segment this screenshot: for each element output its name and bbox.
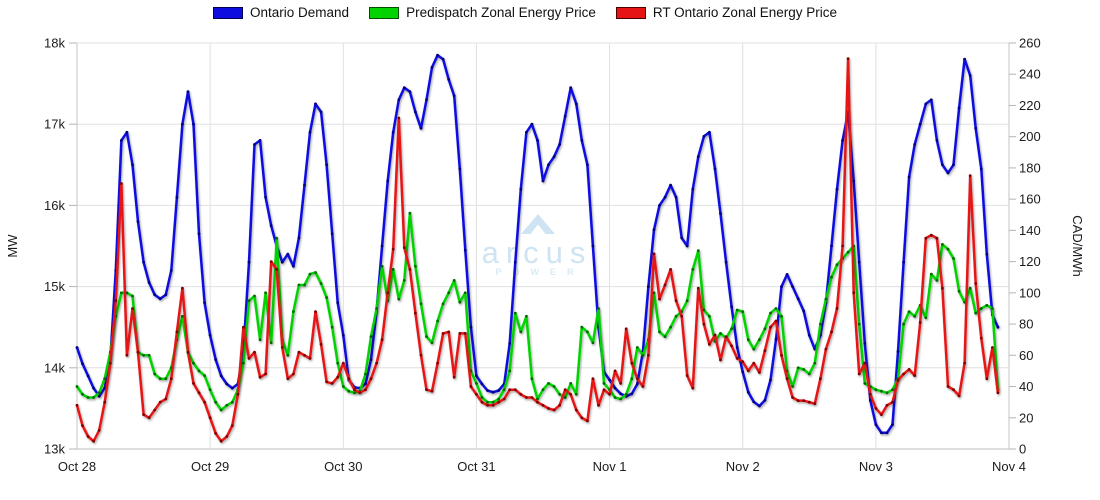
right-axis-title: CAD/MWh	[1070, 215, 1085, 276]
right-axis-tick-label: 80	[1019, 317, 1033, 332]
series-layer	[75, 53, 1000, 443]
watermark: arcus POWER	[482, 214, 593, 277]
grid-layer	[69, 42, 1016, 450]
x-axis-tick-label: Nov 2	[726, 459, 760, 474]
left-axis-title: MW	[5, 234, 20, 258]
legend-swatch-0	[213, 7, 243, 19]
left-axis-tick-label: 17k	[44, 117, 65, 132]
legend-swatch-1	[369, 7, 400, 19]
legend-swatch-2	[615, 7, 646, 19]
x-axis-tick-label: Oct 29	[191, 459, 229, 474]
watermark-sub: POWER	[495, 267, 584, 277]
legend-label: Ontario Demand	[250, 5, 350, 20]
left-axis-tick-label: 13k	[44, 442, 65, 457]
x-axis-tick-label: Nov 3	[859, 459, 893, 474]
x-axis-tick-label: Nov 1	[593, 459, 627, 474]
legend: Ontario Demand Predispatch Zonal Energy …	[213, 6, 837, 20]
left-axis-tick-label: 15k	[44, 279, 65, 294]
right-axis-tick-label: 120	[1019, 254, 1041, 269]
x-axis-tick-label: Nov 4	[992, 459, 1026, 474]
right-axis-tick-label: 260	[1019, 36, 1041, 51]
legend-label: RT Ontario Zonal Energy Price	[652, 5, 837, 20]
x-axis-tick-label: Oct 28	[58, 459, 96, 474]
legend-label: Predispatch Zonal Energy Price	[406, 5, 596, 20]
left-axis-tick-label: 14k	[44, 360, 65, 375]
right-axis-tick-label: 200	[1019, 129, 1041, 144]
right-axis-tick-label: 160	[1019, 192, 1041, 207]
legend-item-ontario-demand[interactable]: Ontario Demand	[213, 6, 349, 20]
x-axis-tick-label: Oct 31	[457, 459, 495, 474]
x-axis-tick-label: Oct 30	[324, 459, 362, 474]
watermark-brand: arcus	[482, 235, 593, 270]
right-axis-tick-label: 240	[1019, 67, 1041, 82]
series-predispatch-zonal-energy-price	[75, 211, 1000, 412]
right-axis-tick-label: 100	[1019, 285, 1041, 300]
left-axis-tick-label: 18k	[44, 36, 65, 51]
right-axis-tick-label: 20	[1019, 410, 1033, 425]
right-axis-tick-label: 220	[1019, 98, 1041, 113]
left-axis-tick-label: 16k	[44, 198, 65, 213]
series-ontario-demand	[75, 53, 1000, 435]
right-axis-tick-label: 140	[1019, 223, 1041, 238]
right-axis-tick-label: 180	[1019, 160, 1041, 175]
series-rt-ontario-zonal-energy-price	[75, 57, 1000, 443]
legend-item-rt-price[interactable]: RT Ontario Zonal Energy Price	[615, 5, 837, 20]
legend-item-predispatch-price[interactable]: Predispatch Zonal Energy Price	[369, 6, 596, 20]
right-axis-tick-label: 60	[1019, 348, 1033, 363]
watermark-logo-icon	[521, 214, 555, 234]
axis-layer: MW CAD/MWh 18k 17k 16k 15k 14k 13k 260 240 220 20…	[5, 36, 1085, 475]
right-axis-tick-label: 0	[1019, 442, 1026, 457]
right-axis-tick-label: 40	[1019, 379, 1033, 394]
